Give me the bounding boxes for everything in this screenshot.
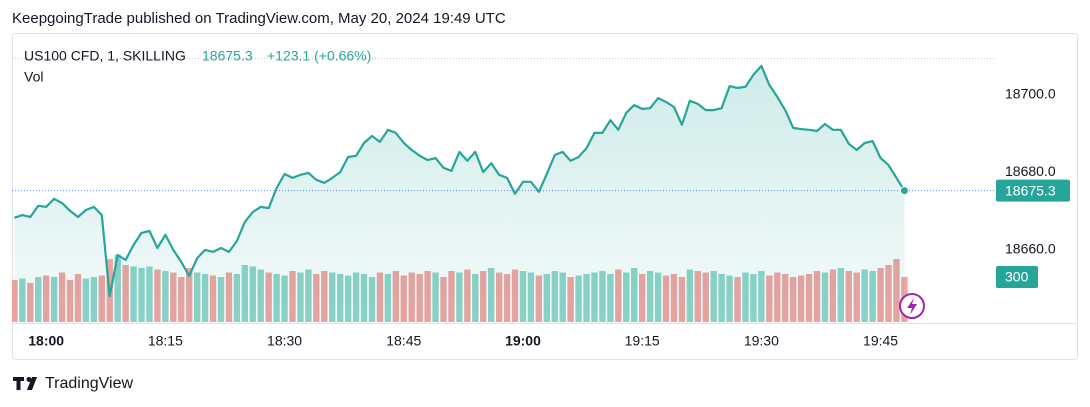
legend-symbol: US100 CFD, 1, SKILLING	[24, 48, 186, 64]
x-tick-label: 18:45	[386, 333, 421, 349]
price-line	[14, 64, 906, 298]
header: KeepgoingTrade published on TradingView.…	[12, 10, 506, 27]
footer-text: TradingView	[45, 375, 133, 392]
y-tick-label: 18680.0	[1005, 163, 1056, 179]
footer-logo	[13, 377, 37, 390]
legend-change: +123.1 (+0.66%)	[267, 48, 371, 64]
x-tick-label: 18:15	[148, 333, 183, 349]
volume-badge	[996, 266, 1038, 289]
y-tick-label: 18700.0	[1005, 86, 1056, 102]
price-area	[14, 65, 905, 323]
volume-badge-label: 300	[1005, 269, 1029, 285]
x-tick-label: 19:00	[505, 333, 541, 349]
x-tick-label: 19:15	[625, 333, 660, 349]
lightning-icon	[899, 293, 925, 319]
last-point	[899, 186, 909, 196]
x-tick-label: 19:30	[744, 333, 779, 349]
price-badge-label: 18675.3	[1005, 182, 1056, 198]
legend-volume: Vol	[24, 69, 43, 85]
x-tick-label: 18:30	[267, 333, 302, 349]
price-badge	[996, 179, 1070, 202]
legend-price: 18675.3	[202, 48, 253, 64]
y-tick-label: 18660.0	[1005, 241, 1056, 257]
x-tick-label: 18:00	[28, 333, 64, 349]
plot	[12, 64, 908, 323]
panel-border	[12, 33, 1078, 360]
x-tick-label: 19:45	[863, 333, 898, 349]
